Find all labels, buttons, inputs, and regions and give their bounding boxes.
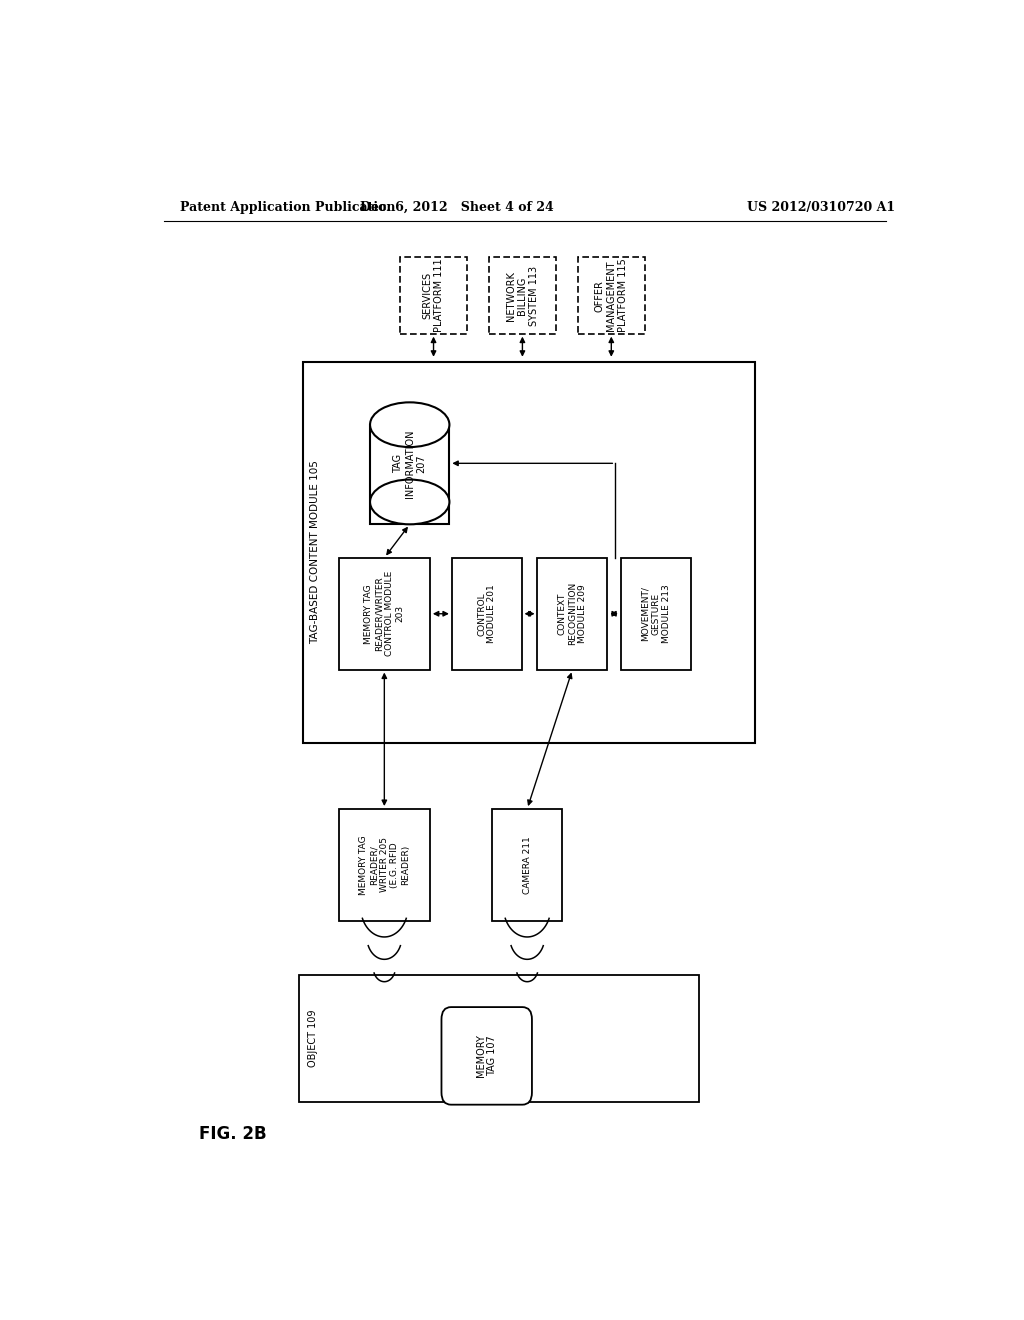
Bar: [339, 558, 430, 669]
Bar: [399, 257, 467, 334]
Bar: [488, 257, 556, 334]
Bar: [370, 425, 450, 524]
Bar: [303, 362, 755, 743]
Bar: [538, 558, 607, 669]
Text: US 2012/0310720 A1: US 2012/0310720 A1: [748, 201, 895, 214]
Text: Patent Application Publication: Patent Application Publication: [179, 201, 395, 214]
Text: MEMORY
TAG 107: MEMORY TAG 107: [476, 1035, 498, 1077]
Text: MEMORY TAG
READER/
WRITER 205
(E.G. RFID
READER): MEMORY TAG READER/ WRITER 205 (E.G. RFID…: [359, 836, 410, 895]
Bar: [339, 809, 430, 921]
Bar: [493, 809, 562, 921]
Text: MOVEMENT/
GESTURE
MODULE 213: MOVEMENT/ GESTURE MODULE 213: [641, 585, 671, 643]
Ellipse shape: [370, 479, 450, 524]
Text: CONTEXT
RECOGNITION
MODULE 209: CONTEXT RECOGNITION MODULE 209: [557, 582, 588, 645]
Bar: [578, 257, 645, 334]
Text: TAG-BASED CONTENT MODULE 105: TAG-BASED CONTENT MODULE 105: [310, 461, 321, 644]
Text: CONTROL
MODULE 201: CONTROL MODULE 201: [477, 585, 497, 643]
Bar: [452, 558, 521, 669]
Bar: [621, 558, 690, 669]
Text: NETWORK
BILLING
SYSTEM 113: NETWORK BILLING SYSTEM 113: [506, 265, 539, 326]
Text: CAMERA 211: CAMERA 211: [522, 836, 531, 894]
Text: SERVICES
PLATFORM 111: SERVICES PLATFORM 111: [423, 259, 444, 333]
Text: OFFER
MANAGEMENT
PLATFORM 115: OFFER MANAGEMENT PLATFORM 115: [595, 259, 628, 333]
Text: TAG
INFORMATION
207: TAG INFORMATION 207: [393, 429, 426, 498]
Text: MEMORY TAG
READER/WRITER
CONTROL MODULE
203: MEMORY TAG READER/WRITER CONTROL MODULE …: [365, 572, 404, 656]
Text: OBJECT 109: OBJECT 109: [308, 1010, 317, 1067]
Ellipse shape: [370, 403, 450, 447]
Bar: [299, 974, 699, 1102]
FancyBboxPatch shape: [441, 1007, 531, 1105]
Text: FIG. 2B: FIG. 2B: [200, 1125, 267, 1143]
Text: Dec. 6, 2012   Sheet 4 of 24: Dec. 6, 2012 Sheet 4 of 24: [360, 201, 554, 214]
